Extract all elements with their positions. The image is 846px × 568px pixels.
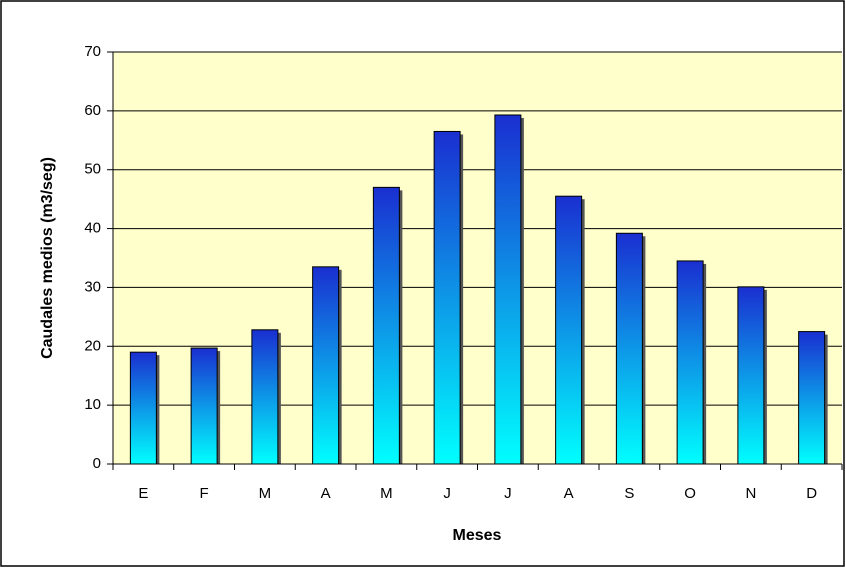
y-tick-label: 50 (84, 161, 101, 178)
bar (372, 186, 400, 465)
x-tick-label: N (745, 485, 756, 502)
bar (433, 130, 461, 465)
bar (190, 347, 218, 465)
y-tick-label: 40 (84, 220, 101, 237)
plot-area (113, 52, 842, 464)
y-tick-label: 0 (93, 455, 101, 472)
y-tick-label: 20 (84, 337, 101, 354)
bar (251, 329, 279, 465)
x-tick-label: E (138, 485, 148, 502)
bar (798, 331, 826, 465)
x-axis-label: Meses (453, 527, 502, 544)
x-tick-label: D (806, 485, 817, 502)
y-tick-label: 60 (84, 102, 101, 119)
bar (555, 195, 583, 465)
bar (676, 260, 704, 465)
x-tick-label: M (380, 485, 393, 502)
bar (494, 114, 522, 465)
x-tick-label: A (564, 485, 574, 502)
x-tick-label: J (443, 485, 451, 502)
y-tick-label: 30 (84, 278, 101, 295)
x-tick-label: A (321, 485, 331, 502)
y-axis-label: Caudales medios (m3/seg) (39, 157, 56, 359)
bar (312, 266, 340, 465)
bar (129, 351, 157, 465)
x-tick-label: F (200, 485, 209, 502)
x-tick-label: S (624, 485, 634, 502)
bar (737, 286, 765, 465)
bar (615, 232, 643, 465)
y-tick-label: 10 (84, 396, 101, 413)
x-tick-label: O (684, 485, 696, 502)
x-tick-label: J (504, 485, 512, 502)
y-tick-label: 70 (84, 43, 101, 60)
x-tick-label: M (259, 485, 272, 502)
